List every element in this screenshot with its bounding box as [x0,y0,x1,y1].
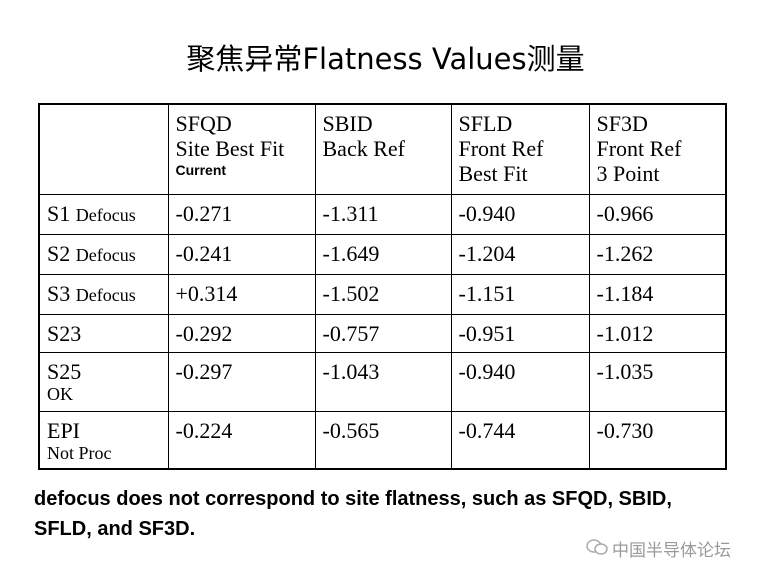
value-cell: -0.940 [450,351,590,412]
value-cell: -0.951 [450,313,590,353]
row-name: EPI [47,417,80,443]
flatness-table: SFQD Site Best Fit Current SBID Back Ref SFLD… [38,103,727,470]
row-name: S23 [47,320,82,346]
header-note: Current [175,162,227,178]
row-sub: Defocus [75,204,136,225]
value-cell: -1.204 [450,233,590,275]
value-cell: -1.184 [588,273,727,315]
value-cell: -0.224 [167,410,316,470]
value-cell: -1.262 [588,233,727,275]
header-cell: SF3D Front Ref 3 Point [588,103,727,195]
value-cell: -0.744 [450,410,590,470]
header-cell: SFQD Site Best Fit Current [167,103,316,195]
header-line: Front Ref [596,136,682,161]
value-cell: -1.035 [588,351,727,412]
value-cell: +0.314 [167,273,316,315]
header-row: SFQD Site Best Fit Current SBID Back Ref SFLD… [38,103,727,195]
value-cell: -1.502 [314,273,452,315]
value-cell: -1.151 [450,273,590,315]
header-line: Site Best Fit [175,136,285,161]
header-line: Front Ref [458,136,544,161]
value-cell: -1.649 [314,233,452,275]
value-cell: -1.043 [314,351,452,412]
data-row: S2 Defocus -0.241 -1.649 -1.204 -1.262 [38,233,727,275]
header-line: SFLD [458,111,513,136]
header-line: SF3D [596,111,648,136]
corner-cell [38,103,169,195]
row-label: EPI Not Proc [38,410,169,470]
row-name: S25 [47,358,82,384]
row-label: S3 Defocus [38,273,169,315]
row-sub: OK [47,383,73,404]
value-cell: -0.757 [314,313,452,353]
row-name: S3 [47,280,71,306]
row-sub: Defocus [75,244,136,265]
value-cell: -0.292 [167,313,316,353]
row-name: S1 [47,200,71,226]
value-cell: -1.311 [314,193,452,235]
header-line: SFQD [175,111,232,136]
header-line: Best Fit [458,161,528,186]
header-cell: SFLD Front Ref Best Fit [450,103,590,195]
row-sub: Not Proc [47,442,112,463]
value-cell: -1.012 [588,313,727,353]
data-row: S3 Defocus +0.314 -1.502 -1.151 -1.184 [38,273,727,315]
row-label: S2 Defocus [38,233,169,275]
row-sub: Defocus [75,284,136,305]
note: defocus does not correspond to site flat… [34,488,672,540]
data-row: S1 Defocus -0.271 -1.311 -0.940 -0.966 [38,193,727,235]
header-line: 3 Point [596,161,660,186]
row-name: S2 [47,240,71,266]
watermark: 中国半导体论坛 [612,541,731,561]
value-cell: -0.966 [588,193,727,235]
slide-title: 聚焦异常Flatness Values测量 [186,42,585,76]
value-cell: -0.940 [450,193,590,235]
data-row: EPI Not Proc -0.224 -0.565 -0.744 -0.730 [38,410,727,470]
value-cell: -0.271 [167,193,316,235]
value-cell: -0.565 [314,410,452,470]
row-label: S1 Defocus [38,193,169,235]
header-cell: SBID Back Ref [314,103,452,195]
data-row: S25 OK -0.297 -1.043 -0.940 -1.035 [38,351,727,412]
watermark-icon [586,539,608,555]
header-line: Back Ref [322,136,405,161]
row-label: S25 OK [38,351,169,412]
value-cell: -0.297 [167,351,316,412]
value-cell: -0.730 [588,410,727,470]
header-line: SBID [322,111,373,136]
data-row: S23 -0.292 -0.757 -0.951 -1.012 [38,313,727,353]
value-cell: -0.241 [167,233,316,275]
row-label: S23 [38,313,169,353]
